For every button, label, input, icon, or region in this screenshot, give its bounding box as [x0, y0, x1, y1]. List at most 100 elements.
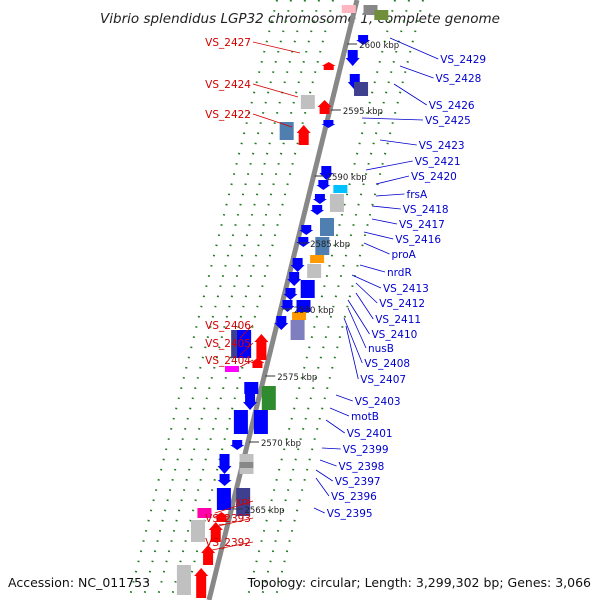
kbp-label: 2580 kbp: [294, 306, 334, 316]
forward-gene-label: VS_2422: [205, 109, 251, 121]
reverse-gene-label: frsA: [407, 189, 428, 201]
reverse-gene-label: VS_2425: [425, 115, 471, 127]
forward-leader-line: [214, 500, 254, 514]
reverse-leader-line: [355, 292, 374, 320]
gene-feature-55: [201, 545, 216, 565]
orf-frame-line-4: [184, 0, 334, 600]
reverse-leader-line: [375, 193, 405, 197]
reverse-gene-label: VS_2401: [347, 428, 393, 440]
forward-leader-line: [213, 517, 254, 528]
gene-feature-24: [290, 258, 305, 272]
forward-leader-line: [252, 41, 301, 54]
forward-leader-line: [239, 359, 254, 368]
gene-feature-9: [317, 100, 332, 114]
reverse-leader-line: [351, 274, 382, 289]
orf-frame-line-7: [274, 0, 424, 600]
reverse-leader-line: [345, 325, 359, 380]
gene-feature-10: [321, 120, 336, 128]
gene-feature-5: [321, 62, 336, 70]
gene-feature-32: [274, 316, 289, 330]
reverse-gene-label: VS_2395: [327, 508, 373, 520]
reverse-gene-label: VS_2410: [372, 329, 418, 341]
forward-gene-label: VS_2405: [205, 338, 251, 350]
gene-feature-12: [296, 125, 311, 145]
reverse-gene-label: VS_2403: [355, 396, 401, 408]
reverse-gene-label: VS_2408: [364, 358, 410, 370]
orf-frame-lines: [128, 0, 424, 600]
gene-feature-42: [233, 410, 248, 434]
gene-feature-43: [253, 410, 268, 434]
gene-feature-26: [287, 272, 302, 286]
gene-feature-18: [310, 205, 325, 215]
kbp-scale: 2600 kbp 2595 kbp 2590 kbp 2585 kbp 2580 kbp…: [232, 41, 399, 516]
reverse-leader-line: [363, 242, 390, 255]
reverse-leader-line: [315, 477, 330, 497]
reverse-leader-line: [315, 469, 333, 482]
reverse-leader-line: [347, 299, 370, 335]
reverse-leader-line: [321, 447, 341, 450]
gene-feature-37: [250, 358, 265, 368]
gene-feature-36: [254, 334, 269, 360]
reverse-leader-line: [399, 65, 434, 79]
reverse-gene-label: VS_2421: [415, 156, 461, 168]
forward-leader-line: [239, 324, 254, 339]
kbp-label: 2570 kbp: [261, 439, 301, 449]
gene-feature-4: [345, 50, 360, 66]
reverse-gene-label: VS_2412: [379, 298, 425, 310]
gene-feature-33: [290, 320, 305, 340]
gene-feature-51: [197, 508, 212, 518]
orf-frame-line-0: [128, 0, 278, 600]
gene-feature-38: [224, 366, 239, 372]
reverse-gene-label: nrdR: [387, 267, 412, 279]
reverse-gene-label: VS_2429: [440, 54, 486, 66]
forward-leader-line: [252, 83, 299, 98]
reverse-gene-label: VS_2407: [360, 374, 406, 386]
gene-feature-45: [217, 454, 232, 474]
gene-feature-16: [329, 194, 344, 212]
forward-gene-label: VS_2424: [205, 79, 251, 91]
gene-feature-2: [374, 10, 389, 20]
gene-feature-1: [341, 5, 356, 13]
gene-feature-48: [217, 474, 232, 486]
reverse-gene-label: VS_2426: [429, 100, 475, 112]
reverse-gene-label: proA: [392, 249, 417, 261]
gene-feature-25: [307, 264, 322, 278]
topology-text: Topology: circular; Length: 3,299,302 bp…: [247, 575, 591, 590]
gene-feature-22: [315, 237, 330, 255]
kbp-label: 2575 kbp: [277, 373, 317, 383]
gene-feature-54: [208, 522, 223, 542]
reverse-gene-label: VS_2398: [339, 461, 385, 473]
forward-gene-label: VS_2393: [205, 513, 251, 525]
reverse-leader-line: [371, 205, 401, 210]
gene-features: [176, 5, 389, 598]
reverse-leader-line: [329, 407, 350, 417]
reverse-leader-line: [343, 317, 363, 364]
gene-feature-8: [300, 95, 315, 109]
reverse-leader-line: [313, 507, 325, 514]
kbp-label: 2565 kbp: [244, 506, 284, 516]
reverse-gene-label: VS_2423: [419, 140, 465, 152]
reverse-gene-label: VS_2397: [335, 476, 381, 488]
orf-frame-line-2: [156, 0, 306, 600]
reverse-gene-label: VS_2418: [403, 204, 449, 216]
gene-feature-47: [239, 462, 254, 468]
forward-leader-line: [211, 541, 254, 551]
reverse-leader-line: [365, 160, 413, 171]
kbp-label: 2600 kbp: [359, 41, 399, 51]
reverse-leader-line: [347, 307, 367, 349]
gene-feature-41: [243, 392, 258, 410]
orf-frame-line-1: [142, 0, 292, 600]
gene-feature-44: [230, 440, 245, 450]
forward-leader-line: [252, 113, 293, 128]
gene-feature-23: [310, 255, 325, 263]
gene-feature-21: [296, 237, 311, 247]
gene-feature-27: [300, 280, 315, 298]
gene-feature-7: [354, 82, 369, 96]
genome-title: Vibrio splendidus LGP32 chromosome 1, co…: [100, 11, 500, 27]
reverse-gene-label: VS_2413: [383, 283, 429, 295]
orf-frame-line-3: [170, 0, 320, 600]
forward-gene-label: VS_2427: [205, 37, 251, 49]
reverse-leader-line: [319, 459, 337, 467]
gene-feature-39: [244, 382, 259, 394]
reverse-leader-line: [325, 419, 345, 434]
